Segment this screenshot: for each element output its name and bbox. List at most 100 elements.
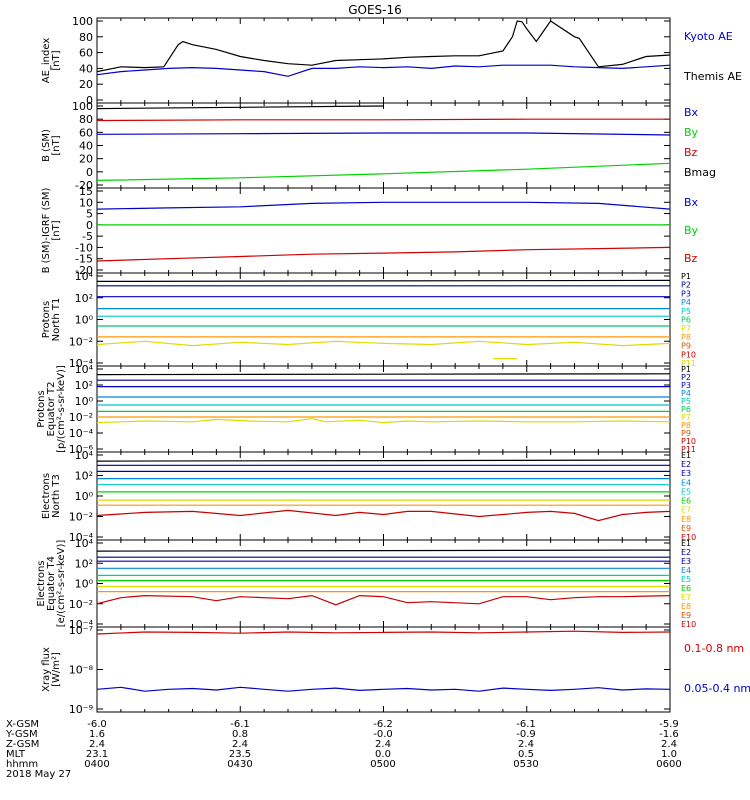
footer-row-label: Z-GSM bbox=[6, 739, 39, 750]
series-line-bx bbox=[97, 201, 670, 210]
y-axis-label: [W/m²] bbox=[51, 652, 62, 687]
legend-item: P2 bbox=[681, 373, 691, 382]
legend-item: E6 bbox=[681, 584, 691, 593]
y-axis-label: Electrons bbox=[36, 560, 47, 606]
legend-item: P7 bbox=[681, 413, 691, 422]
legend-item: E4 bbox=[681, 566, 691, 575]
y-tick-label: 10⁻² bbox=[69, 511, 93, 524]
y-tick-label: 40 bbox=[79, 140, 93, 153]
y-tick-label: 20 bbox=[79, 78, 93, 91]
footer-value: 0.0 bbox=[375, 749, 391, 760]
legend-item: P8 bbox=[681, 421, 691, 430]
y-axis-label: Protons bbox=[41, 301, 52, 338]
legend-item: P9 bbox=[681, 429, 691, 438]
series-line-bz bbox=[97, 118, 670, 122]
panel-4: 10⁻⁴ 10⁻² 10⁰ 10² 10⁴ Protons North T1 P1P2P3P4… bbox=[41, 270, 696, 370]
footer-value: -6.2 bbox=[373, 719, 393, 730]
y-tick-label: 10⁻⁴ bbox=[69, 427, 94, 440]
footer-value: -1.6 bbox=[659, 729, 679, 740]
panel-frame bbox=[96, 626, 671, 713]
panel-frame bbox=[96, 539, 671, 628]
y-axis-label: Xray flux bbox=[41, 647, 52, 692]
series-line-0-1-0-8-nm bbox=[97, 630, 670, 635]
panel-frame bbox=[96, 187, 671, 274]
y-tick-label: 100 bbox=[72, 15, 93, 28]
panel-frame bbox=[96, 17, 671, 104]
legend-item: E9 bbox=[681, 524, 691, 533]
series-line-p7 bbox=[97, 340, 670, 347]
legend-item: 0.05-0.4 nm bbox=[684, 682, 750, 695]
series-line-by bbox=[97, 162, 670, 181]
y-axis-label: [nT] bbox=[51, 135, 62, 155]
legend-item: E10 bbox=[681, 620, 696, 629]
legend-item: By bbox=[684, 224, 699, 237]
footer-ephemeris: X-GSM -6.0 -6.1 -6.2 -6.1 -5.9 Y-GSM 1.6 0.8 -0.0… bbox=[5, 719, 682, 780]
y-axis-label: [nT] bbox=[51, 220, 62, 240]
series-line-e10 bbox=[97, 594, 670, 606]
legend-item: E2 bbox=[681, 548, 691, 557]
y-tick-label: 0 bbox=[86, 219, 93, 232]
y-axis-label: [nT] bbox=[51, 50, 62, 70]
y-tick-label: 10⁴ bbox=[75, 270, 94, 283]
y-axis-label: Equator T2 bbox=[46, 382, 57, 437]
footer-value: 0530 bbox=[513, 759, 538, 770]
series-line-p1 bbox=[97, 373, 670, 376]
y-tick-label: 10⁻⁴ bbox=[69, 618, 94, 631]
y-tick-label: 10⁻² bbox=[69, 335, 93, 348]
footer-value: 1.6 bbox=[89, 729, 105, 740]
y-tick-label: 10⁻⁴ bbox=[69, 531, 94, 544]
legend-item: P3 bbox=[681, 289, 691, 298]
y-tick-label: 10⁰ bbox=[75, 578, 94, 591]
y-tick-label: 10⁻² bbox=[69, 411, 93, 424]
legend-item: P10 bbox=[681, 437, 696, 446]
series-line-themis-ae bbox=[97, 20, 670, 73]
legend-item: P6 bbox=[681, 316, 691, 325]
legend-item: P8 bbox=[681, 333, 691, 342]
footer-value: 0430 bbox=[227, 759, 252, 770]
y-axis-label: [p/(cm²-s-sr-keV)] bbox=[56, 365, 67, 453]
y-axis-label: AE_index bbox=[41, 38, 52, 84]
footer-value: 2.4 bbox=[375, 739, 391, 750]
y-tick-label: 10⁴ bbox=[75, 537, 94, 550]
y-tick-label: 10⁴ bbox=[75, 449, 94, 462]
y-tick-label: 80 bbox=[79, 31, 93, 44]
series-line-0-05-0-4-nm bbox=[97, 686, 670, 692]
y-tick-label: 10² bbox=[75, 557, 93, 570]
legend-item: E1 bbox=[681, 539, 691, 548]
legend-item: E10 bbox=[681, 533, 696, 542]
footer-value: 0500 bbox=[370, 759, 395, 770]
legend-item: E2 bbox=[681, 460, 691, 469]
y-tick-label: -15 bbox=[75, 253, 93, 266]
y-tick-label: 80 bbox=[79, 113, 93, 126]
plot-title: GOES-16 bbox=[348, 3, 402, 17]
footer-value: 1.0 bbox=[661, 749, 677, 760]
y-tick-label: 10⁰ bbox=[75, 395, 94, 408]
series-line-e1 bbox=[97, 459, 670, 462]
y-tick-label: 10⁻⁹ bbox=[69, 703, 93, 716]
legend-item: E1 bbox=[681, 451, 691, 460]
footer-value: -0.0 bbox=[373, 729, 393, 740]
y-axis-label: Equator T4 bbox=[46, 556, 57, 611]
legend-item: Kyoto AE bbox=[684, 30, 733, 43]
footer-value: 2.4 bbox=[232, 739, 248, 750]
series-line-p1 bbox=[97, 279, 670, 282]
legend-item: P3 bbox=[681, 381, 691, 390]
legend-item: 0.1-0.8 nm bbox=[684, 642, 744, 655]
legend-item: P5 bbox=[681, 307, 691, 316]
y-axis-label: Protons bbox=[36, 390, 47, 427]
y-axis-label: B (SM) bbox=[41, 129, 52, 162]
panel-7: 10⁻⁴ 10⁻² 10⁰ 10² 10⁴ Electrons Equator T4 [e/(… bbox=[36, 537, 696, 631]
footer-date: 2018 May 27 bbox=[6, 769, 71, 780]
y-tick-label: 10⁰ bbox=[75, 314, 94, 327]
legend-item: Bz bbox=[684, 252, 698, 265]
y-tick-label: 10⁻⁸ bbox=[69, 664, 94, 677]
footer-value: 2.4 bbox=[518, 739, 534, 750]
y-tick-label: 10⁻⁴ bbox=[69, 357, 94, 370]
y-tick-label: 100 bbox=[72, 100, 93, 113]
series-line-bmag bbox=[97, 105, 384, 110]
legend-item: By bbox=[684, 126, 699, 139]
legend-item: P5 bbox=[681, 397, 691, 406]
panel-1: 0 20 40 60 80 100 AE_index [nT] Kyoto AE Themis A… bbox=[41, 15, 742, 107]
